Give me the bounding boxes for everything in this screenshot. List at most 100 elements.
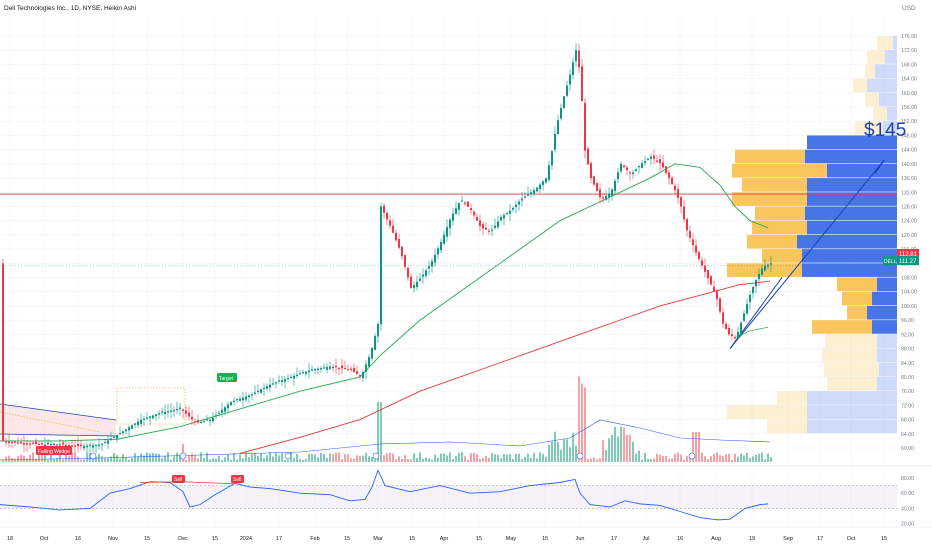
candle-body <box>743 313 745 321</box>
candle-body <box>209 419 211 422</box>
target-trend-line <box>729 159 885 349</box>
candle-body <box>23 442 25 445</box>
volume-bar <box>299 459 301 462</box>
candle-body <box>536 187 538 192</box>
volume-bar <box>362 455 364 462</box>
volume-bar <box>470 453 472 462</box>
candle-body <box>476 217 478 221</box>
wedge-fill <box>0 404 116 436</box>
candle-body <box>35 441 37 445</box>
volume-bar <box>80 459 82 462</box>
volume-bar <box>644 452 646 462</box>
volume-profile-down <box>865 64 875 79</box>
volume-profile-up <box>872 291 897 306</box>
target-arrow-head <box>874 160 885 174</box>
volume-bar <box>254 452 256 462</box>
volume-bar <box>683 459 685 462</box>
candle-body <box>74 445 76 447</box>
volume-bar <box>584 387 586 462</box>
volume-bar <box>425 457 427 462</box>
volume-profile-down <box>747 234 797 249</box>
candle-body <box>287 378 289 380</box>
volume-bar <box>188 455 190 462</box>
candle-body <box>248 395 250 398</box>
sell-badge-2-text: Sell <box>233 477 241 483</box>
candle-body <box>89 444 91 446</box>
candle-body <box>269 384 271 388</box>
moving-averages <box>0 163 771 454</box>
volume-bar <box>398 456 400 462</box>
candle-body <box>77 443 79 446</box>
candle-body <box>245 396 247 400</box>
volume-bar <box>593 457 595 462</box>
time-tick-label: 2024 <box>240 536 252 542</box>
rsi-scale[interactable]: 80.00 60.00 40.00 20.00 <box>901 476 914 528</box>
candle-body <box>44 444 46 447</box>
volume-profile-down <box>752 220 807 235</box>
volume-profile-down <box>837 277 877 292</box>
volume-bar <box>296 453 298 462</box>
volume-bar <box>548 444 550 462</box>
volume-bar <box>686 456 688 462</box>
time-scale[interactable]: 18 Oct 16 Nov 15 Dec 15 2024 17 Feb 15 Mar 15 Apr 15 Ma… <box>0 526 932 542</box>
price-tick-label: 168.00 <box>901 62 917 68</box>
volume-bar <box>164 455 166 462</box>
volume-bar <box>245 452 247 462</box>
volume-bar <box>728 453 730 462</box>
volume-profile-down <box>755 206 805 221</box>
candle-body <box>659 159 661 164</box>
candle-body <box>218 412 220 414</box>
volume-profile-up <box>807 220 897 235</box>
volume-bar <box>389 452 391 462</box>
volume-bar <box>368 456 370 462</box>
candle-body <box>227 404 229 409</box>
volume-bar <box>65 454 67 462</box>
candle-body <box>470 208 472 211</box>
volume-profile-down <box>767 419 807 434</box>
candle-body <box>284 379 286 382</box>
candle-body <box>194 421 196 423</box>
candle-body <box>182 409 184 411</box>
candle-body <box>590 163 592 179</box>
time-tick-label: Nov <box>108 536 118 542</box>
candle-body <box>125 429 127 432</box>
volume-bar <box>278 455 280 462</box>
candle-body <box>452 213 454 221</box>
volume-bar <box>662 456 664 462</box>
candle-body <box>266 386 268 389</box>
candle-body <box>611 189 613 196</box>
symbol-tag: DELL <box>883 256 897 265</box>
candle-body <box>686 218 688 231</box>
volume-bar <box>419 452 421 462</box>
volume-bar <box>476 453 478 462</box>
candle-body <box>431 261 433 267</box>
volume-profile-down <box>732 163 827 178</box>
candle-body <box>497 221 499 228</box>
candle-body <box>200 421 202 424</box>
drawings <box>0 159 897 437</box>
candle-body <box>110 438 112 440</box>
candle-body <box>119 433 121 435</box>
candle-body <box>359 375 361 377</box>
volume-bar <box>665 455 667 462</box>
volume-bar <box>410 459 412 462</box>
candle-body <box>602 197 604 199</box>
volume-profile-up <box>877 348 897 363</box>
candle-body <box>62 442 64 445</box>
candle-body <box>644 161 646 163</box>
volume-bar <box>695 432 697 462</box>
target-price-label: $145 <box>864 120 906 141</box>
candle-body <box>380 206 382 325</box>
volume-bar <box>722 456 724 462</box>
time-tick-label: 16 <box>75 536 81 542</box>
candle-body <box>338 367 340 369</box>
volume-bar <box>509 454 511 462</box>
volume-bar <box>311 453 313 462</box>
candle-body <box>164 411 166 414</box>
price-tick-label: 176.00 <box>901 34 917 40</box>
candle-body <box>140 419 142 424</box>
volume-bar <box>287 459 289 462</box>
candle-body <box>581 66 583 102</box>
volume-bar <box>545 456 547 462</box>
